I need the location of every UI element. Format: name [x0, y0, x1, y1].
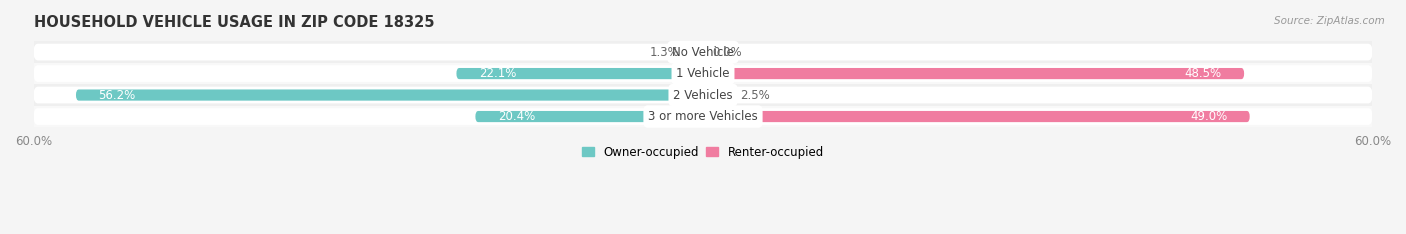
FancyBboxPatch shape — [11, 106, 1395, 128]
Text: 2 Vehicles: 2 Vehicles — [673, 88, 733, 102]
Legend: Owner-occupied, Renter-occupied: Owner-occupied, Renter-occupied — [578, 141, 828, 163]
Text: 1 Vehicle: 1 Vehicle — [676, 67, 730, 80]
FancyBboxPatch shape — [34, 65, 1372, 82]
FancyBboxPatch shape — [457, 68, 703, 79]
FancyBboxPatch shape — [703, 89, 731, 101]
Text: 3 or more Vehicles: 3 or more Vehicles — [648, 110, 758, 123]
Text: No Vehicle: No Vehicle — [672, 46, 734, 58]
FancyBboxPatch shape — [34, 108, 1372, 125]
Text: 49.0%: 49.0% — [1189, 110, 1227, 123]
FancyBboxPatch shape — [11, 84, 1395, 106]
FancyBboxPatch shape — [34, 87, 1372, 103]
FancyBboxPatch shape — [11, 63, 1395, 84]
Text: 1.3%: 1.3% — [650, 46, 679, 58]
Text: 20.4%: 20.4% — [498, 110, 534, 123]
Text: 22.1%: 22.1% — [478, 67, 516, 80]
Text: 56.2%: 56.2% — [98, 88, 135, 102]
FancyBboxPatch shape — [76, 89, 703, 101]
Text: 0.0%: 0.0% — [711, 46, 741, 58]
FancyBboxPatch shape — [689, 47, 703, 58]
Text: 48.5%: 48.5% — [1185, 67, 1222, 80]
Text: Source: ZipAtlas.com: Source: ZipAtlas.com — [1274, 16, 1385, 26]
FancyBboxPatch shape — [475, 111, 703, 122]
Text: HOUSEHOLD VEHICLE USAGE IN ZIP CODE 18325: HOUSEHOLD VEHICLE USAGE IN ZIP CODE 1832… — [34, 15, 434, 30]
FancyBboxPatch shape — [703, 68, 1244, 79]
Text: 2.5%: 2.5% — [740, 88, 769, 102]
FancyBboxPatch shape — [703, 111, 1250, 122]
FancyBboxPatch shape — [34, 44, 1372, 60]
FancyBboxPatch shape — [11, 41, 1395, 63]
